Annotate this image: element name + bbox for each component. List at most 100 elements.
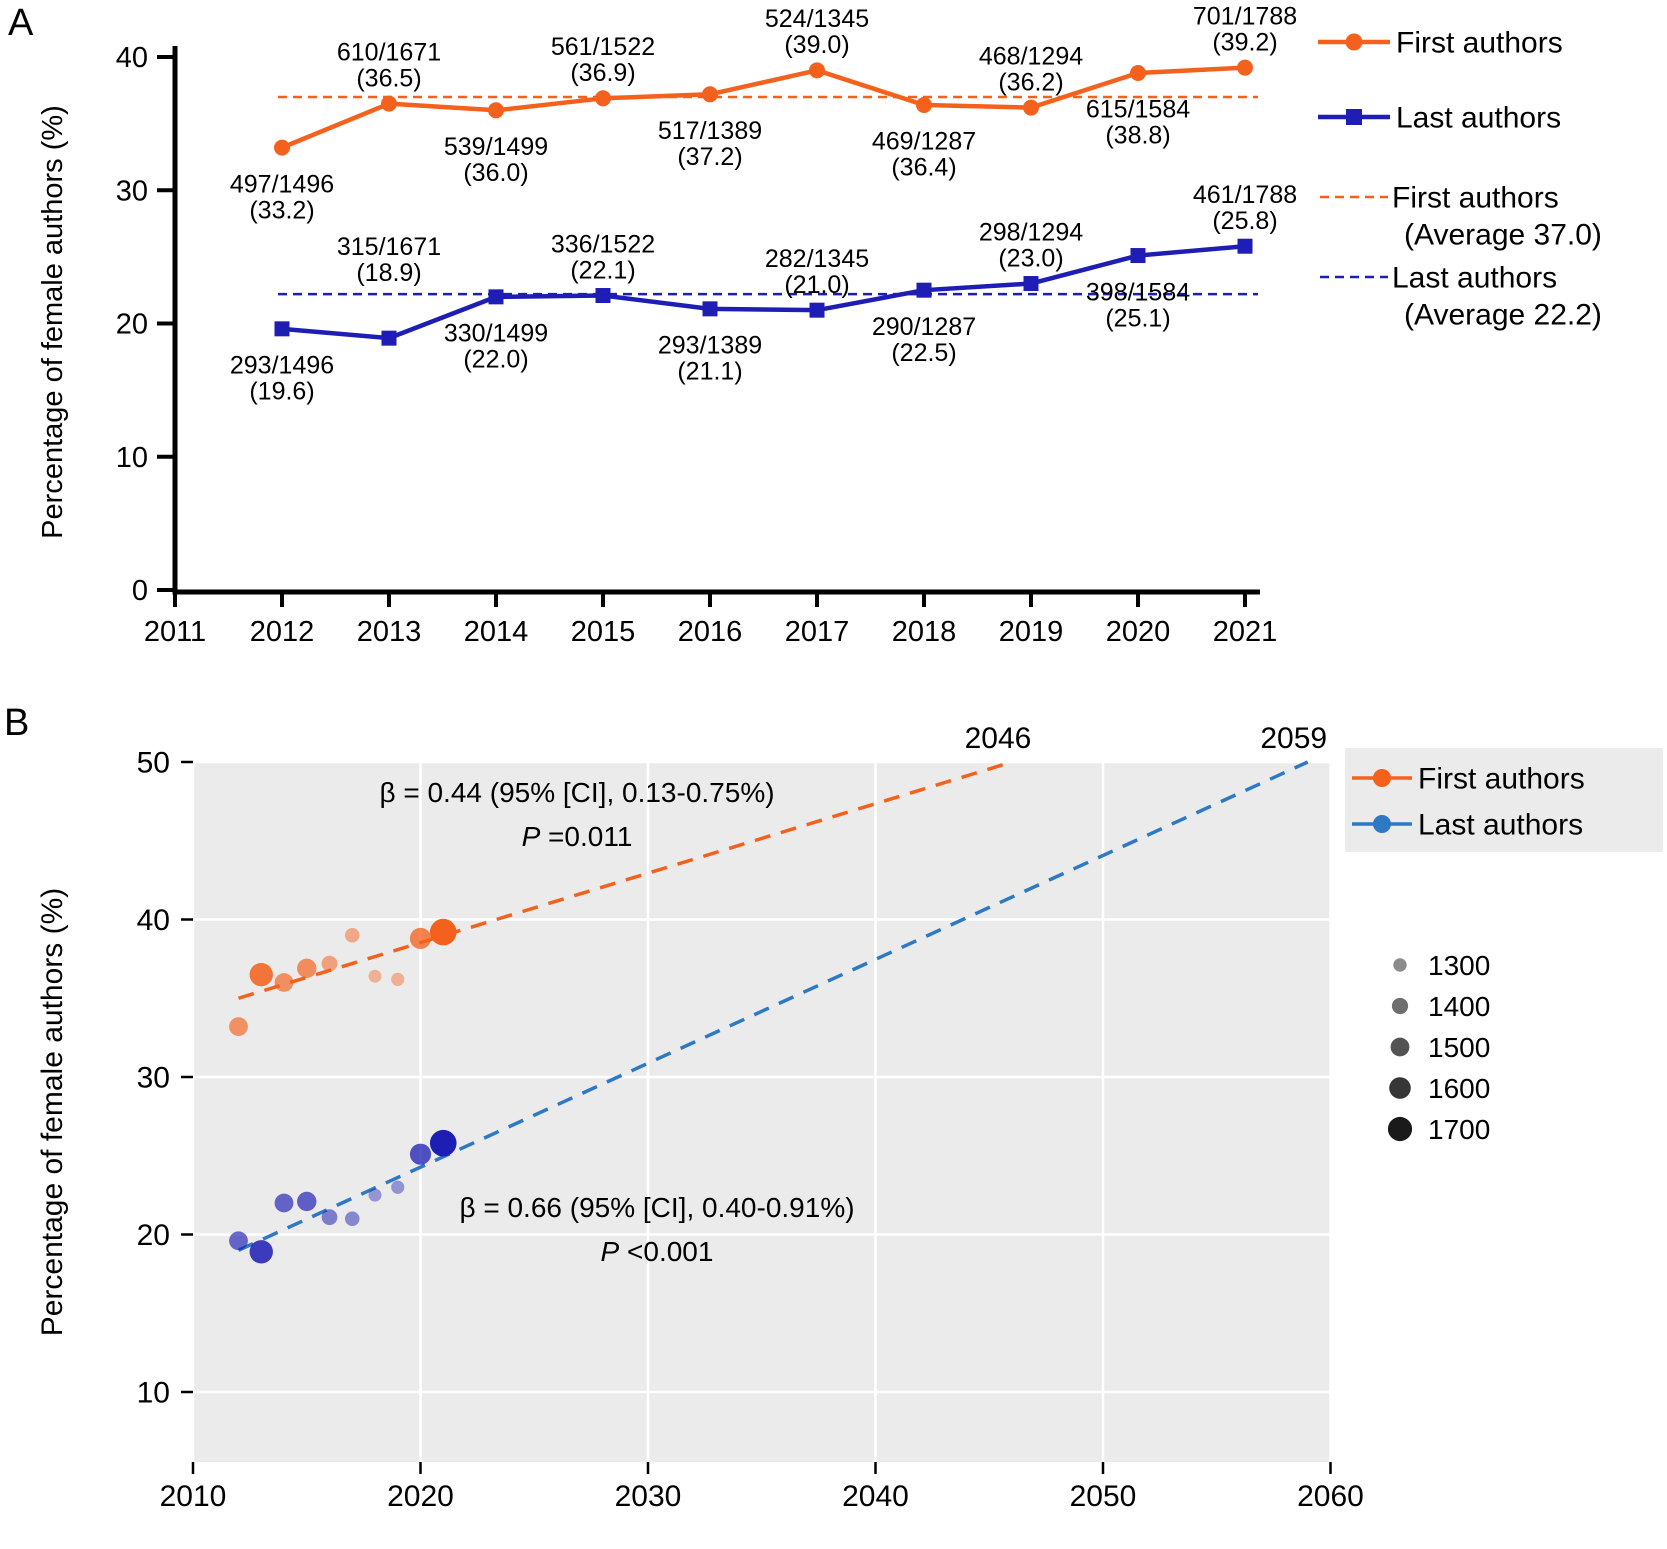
scatter-point <box>297 1191 317 1212</box>
data-point-marker <box>381 95 397 112</box>
scatter-point <box>274 1193 294 1213</box>
point-count-label: 315/1671 <box>337 233 441 261</box>
size-legend-label: 1300 <box>1428 950 1490 981</box>
point-percent-label: (36.4) <box>891 154 956 182</box>
data-point-marker <box>1237 59 1253 76</box>
point-count-label: 398/1584 <box>1086 278 1190 306</box>
point-percent-label: (37.2) <box>677 143 742 171</box>
legend-marker <box>1373 769 1391 787</box>
point-count-label: 610/1671 <box>337 38 441 66</box>
scatter-point <box>391 1180 405 1194</box>
trend-end-year-label: 2046 <box>965 722 1032 755</box>
y-tick-label: 40 <box>137 904 170 937</box>
point-count-label: 497/1496 <box>230 170 334 198</box>
point-percent-label: (38.8) <box>1105 122 1170 150</box>
series-line <box>281 243 1246 341</box>
y-tick-label: 30 <box>116 175 148 207</box>
x-tick-label: 2017 <box>785 616 850 648</box>
data-point-marker <box>274 139 290 156</box>
y-tick-label: 20 <box>137 1219 170 1252</box>
size-legend-label: 1500 <box>1428 1032 1490 1063</box>
data-point-marker <box>1237 238 1253 254</box>
scatter-point <box>429 1129 457 1157</box>
p-value-annotation: P =0.011 <box>522 821 633 852</box>
legend-label: Last authors <box>1396 102 1561 135</box>
beta-annotation: β = 0.66 (95% [CI], 0.40-0.91%) <box>459 1192 854 1223</box>
point-percent-label: (22.0) <box>463 346 528 374</box>
point-percent-label: (23.0) <box>998 244 1063 272</box>
data-point-marker <box>488 102 504 119</box>
data-point-marker <box>702 86 718 103</box>
x-tick-label: 2016 <box>678 616 743 648</box>
x-tick-label: 2013 <box>357 616 422 648</box>
point-count-label: 539/1499 <box>444 133 548 161</box>
beta-annotation: β = 0.44 (95% [CI], 0.13-0.75%) <box>379 777 774 808</box>
point-percent-label: (39.2) <box>1212 28 1277 56</box>
scatter-point <box>274 973 294 992</box>
data-point-marker <box>1130 64 1146 81</box>
size-legend-dot <box>1390 1037 1410 1057</box>
point-percent-label: (18.9) <box>356 259 421 287</box>
x-tick-label: 2010 <box>160 1480 227 1513</box>
data-point-marker <box>381 330 397 346</box>
scatter-point <box>321 955 338 972</box>
panel-a-line-chart: 0 10 20 30 40 2011 2012 2013 2014 2015 2016 2017 201… <box>37 2 1602 648</box>
x-tick-label: 2014 <box>464 616 529 648</box>
data-point-marker <box>488 289 504 305</box>
point-percent-label: (39.0) <box>784 31 849 59</box>
scatter-point <box>391 972 405 986</box>
point-percent-label: (36.5) <box>356 64 421 92</box>
point-percent-label: (36.0) <box>463 159 528 187</box>
x-tick-label: 2040 <box>842 1480 909 1513</box>
size-legend-label: 1400 <box>1428 991 1490 1022</box>
data-point-marker <box>916 282 932 298</box>
x-tick-label: 2050 <box>1070 1480 1137 1513</box>
data-point-marker <box>702 301 718 317</box>
size-legend-dot <box>1393 958 1407 972</box>
y-axis-title: Percentage of female authors (%) <box>37 105 69 539</box>
point-count-label: 524/1345 <box>765 5 869 33</box>
legend-average-label: Last authors <box>1392 262 1557 295</box>
point-percent-label: (33.2) <box>249 196 314 224</box>
legend-average-label: First authors <box>1392 182 1559 215</box>
scatter-point <box>368 969 382 983</box>
p-value-annotation: P <0.001 <box>601 1236 714 1267</box>
point-percent-label: (19.6) <box>249 378 314 406</box>
point-count-label: 290/1287 <box>872 313 976 341</box>
data-point-marker <box>595 288 611 304</box>
legend-marker <box>1345 33 1363 51</box>
point-percent-label: (22.1) <box>570 256 635 284</box>
y-tick-label: 10 <box>137 1377 170 1410</box>
point-count-label: 336/1522 <box>551 230 655 258</box>
data-point-marker <box>1023 99 1039 116</box>
legend-average-sublabel: (Average 37.0) <box>1404 219 1602 252</box>
panel-a-label: A <box>8 2 34 44</box>
size-legend-label: 1600 <box>1428 1073 1490 1104</box>
point-count-label: 468/1294 <box>979 42 1083 70</box>
y-tick-label: 50 <box>137 747 170 780</box>
x-tick-label: 2030 <box>615 1480 682 1513</box>
size-legend-dot <box>1387 1116 1413 1142</box>
y-tick-label: 30 <box>137 1062 170 1095</box>
legend-label: First authors <box>1396 27 1563 60</box>
x-tick-label: 2060 <box>1297 1480 1364 1513</box>
x-tick-label: 2021 <box>1213 616 1278 648</box>
point-count-label: 282/1345 <box>765 245 869 273</box>
scatter-point <box>297 958 317 979</box>
x-tick-label: 2011 <box>144 616 206 648</box>
point-count-label: 293/1389 <box>658 332 762 360</box>
point-count-label: 461/1788 <box>1193 181 1297 209</box>
x-tick-label: 2012 <box>250 616 315 648</box>
point-percent-label: (25.8) <box>1212 207 1277 235</box>
legend-box <box>1345 748 1663 852</box>
scatter-point <box>368 1188 382 1202</box>
scatter-point <box>321 1209 338 1226</box>
plot-area-background <box>193 762 1330 1462</box>
data-point-marker <box>1023 276 1039 292</box>
point-count-label: 293/1496 <box>230 352 334 380</box>
legend-average-sublabel: (Average 22.2) <box>1404 299 1602 332</box>
y-tick-label: 40 <box>116 42 148 74</box>
y-tick-label: 20 <box>116 309 148 341</box>
